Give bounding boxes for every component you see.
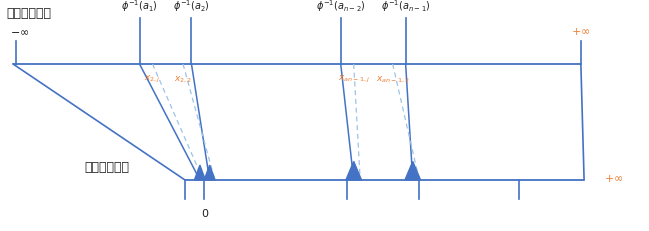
Text: $+\infty$: $+\infty$ — [571, 26, 591, 37]
Polygon shape — [346, 162, 361, 180]
Text: $x_{an-1,2}$: $x_{an-1,2}$ — [376, 74, 410, 84]
Text: 0: 0 — [201, 208, 208, 218]
Text: $+\infty$: $+\infty$ — [604, 172, 623, 183]
Text: $x_{an-1,j}$: $x_{an-1,j}$ — [337, 74, 370, 85]
Text: $-\infty$: $-\infty$ — [10, 27, 29, 37]
Polygon shape — [204, 165, 215, 180]
Text: $\phi^{-1}(a_{n-1})$: $\phi^{-1}(a_{n-1})$ — [381, 0, 430, 14]
Text: $\phi^{-1}(a_1)$: $\phi^{-1}(a_1)$ — [121, 0, 158, 14]
Text: 標準正規分布: 標準正規分布 — [6, 7, 51, 20]
Text: $x_{2,2}$: $x_{2,2}$ — [174, 74, 192, 84]
Text: $\phi^{-1}(a_2)$: $\phi^{-1}(a_2)$ — [173, 0, 210, 14]
Polygon shape — [195, 165, 205, 180]
Text: $x_{2,j}$: $x_{2,j}$ — [144, 74, 161, 85]
Polygon shape — [405, 162, 421, 180]
Text: $\phi^{-1}(a_{n-2})$: $\phi^{-1}(a_{n-2})$ — [316, 0, 365, 14]
Text: 対数正規分布: 対数正規分布 — [84, 160, 129, 173]
